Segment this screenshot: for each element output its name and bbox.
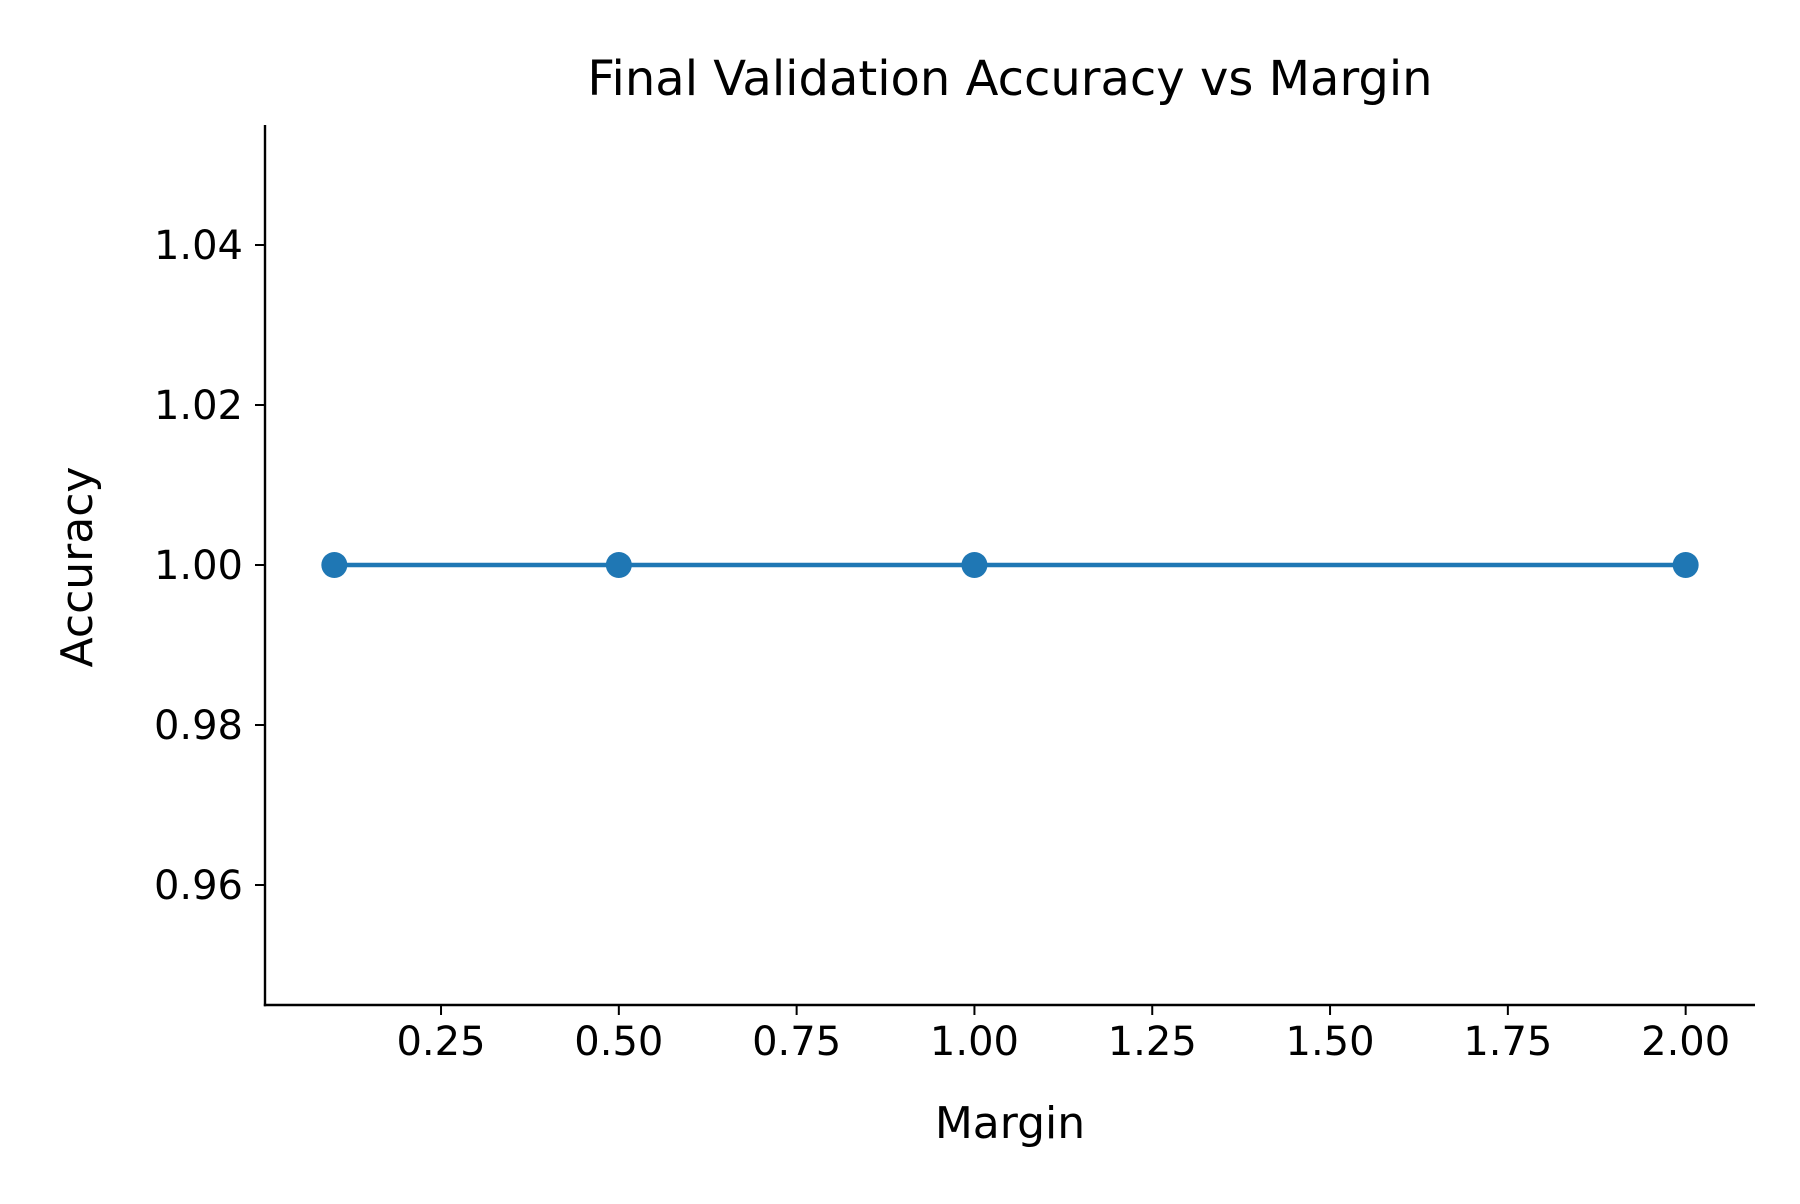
x-tick-label: 0.75 [752, 1019, 841, 1065]
x-tick-label: 1.75 [1463, 1019, 1552, 1065]
x-tick-label: 0.25 [396, 1019, 485, 1065]
data-point [605, 552, 632, 578]
y-tick-label: 1.02 [154, 383, 243, 429]
x-tick-label: 1.00 [930, 1019, 1019, 1065]
y-tick-label: 0.98 [154, 703, 243, 749]
chart-title: Final Validation Accuracy vs Margin [587, 51, 1432, 107]
y-tick-label: 0.96 [154, 863, 243, 909]
x-tick-label: 2.00 [1641, 1019, 1730, 1065]
x-tick-label: 1.50 [1286, 1019, 1375, 1065]
y-axis-ticks: 0.96 0.98 1.00 1.02 1.04 [154, 223, 265, 909]
x-tick-label: 1.25 [1108, 1019, 1197, 1065]
y-tick-label: 1.00 [154, 543, 243, 589]
y-axis-label: Accuracy [52, 467, 103, 668]
x-axis-ticks: 0.25 0.50 0.75 1.00 1.25 1.50 1.75 2.00 [396, 1005, 1730, 1065]
y-tick-label: 1.04 [154, 223, 243, 269]
x-axis-label: Margin [935, 1098, 1085, 1149]
data-point [321, 552, 348, 578]
data-point [1672, 552, 1699, 578]
series-layer [321, 552, 1699, 578]
x-tick-label: 0.50 [574, 1019, 663, 1065]
data-point [961, 552, 988, 578]
